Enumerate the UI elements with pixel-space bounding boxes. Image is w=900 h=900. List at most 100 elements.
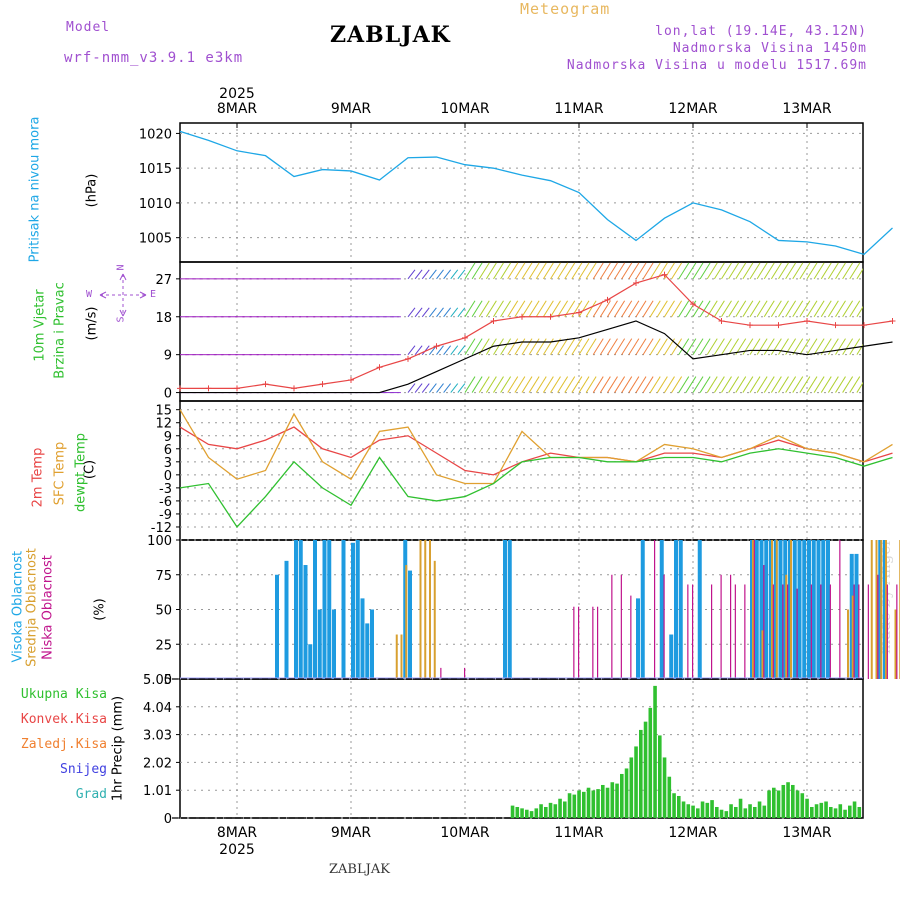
wind-barb bbox=[564, 262, 576, 280]
wind-barb bbox=[770, 262, 782, 280]
wind-barb bbox=[585, 338, 597, 355]
low-cloud-bar bbox=[787, 584, 789, 679]
wind-barb bbox=[607, 262, 618, 280]
precip-bar bbox=[762, 805, 767, 818]
temp-tick-label: 6 bbox=[164, 443, 172, 458]
wind-barb bbox=[514, 338, 526, 355]
precip-tick-label: 2.02 bbox=[143, 756, 172, 771]
wind-barb bbox=[792, 338, 804, 355]
precip-bar bbox=[843, 809, 847, 818]
low-cloud-bar bbox=[839, 540, 841, 679]
mid-cloud-bar bbox=[870, 540, 873, 679]
wind-barb bbox=[485, 262, 497, 280]
wind-barb bbox=[649, 376, 661, 393]
wind-gust-marker bbox=[405, 355, 411, 362]
low-cloud-bar bbox=[711, 584, 713, 679]
wind-barb bbox=[799, 338, 811, 355]
high-cloud-bar bbox=[807, 540, 811, 679]
legend-convective-rain: Konvek.Kisa bbox=[20, 712, 107, 727]
wind-barb bbox=[421, 383, 430, 393]
precip-tick-label: 1.01 bbox=[143, 784, 172, 799]
high-cloud-bar bbox=[778, 540, 783, 679]
precip-bar bbox=[582, 791, 586, 818]
precip-bar bbox=[672, 793, 676, 818]
wind-barb bbox=[742, 376, 754, 393]
wind-gust-marker bbox=[718, 317, 725, 324]
wind-barb bbox=[742, 300, 754, 318]
wind-barb bbox=[799, 262, 811, 280]
wind-barb bbox=[864, 377, 874, 393]
precip-bar bbox=[729, 804, 733, 818]
temp-tick-label: -12 bbox=[151, 521, 172, 536]
wind-barb bbox=[621, 338, 633, 355]
wind-barb bbox=[493, 300, 504, 318]
wind-barb bbox=[820, 376, 832, 393]
wind-barb bbox=[864, 301, 874, 317]
wind-barb bbox=[528, 300, 540, 318]
high-cloud-bar bbox=[669, 634, 674, 679]
precip-bar bbox=[800, 793, 805, 818]
wind-barb bbox=[678, 376, 690, 393]
wind-barb bbox=[770, 338, 782, 355]
high-cloud-bar bbox=[360, 598, 365, 679]
wind-barb bbox=[671, 338, 683, 355]
precip-bar bbox=[591, 790, 596, 818]
wind-barb bbox=[436, 269, 444, 280]
wind-barb bbox=[550, 262, 561, 280]
wind-gust-marker bbox=[262, 381, 269, 388]
high-cloud-bar bbox=[678, 540, 683, 679]
low-cloud-bar bbox=[810, 584, 812, 679]
wind-barb bbox=[464, 300, 476, 318]
high-cloud-bar bbox=[303, 565, 308, 679]
wind-barb bbox=[827, 300, 839, 318]
low-cloud-bar bbox=[772, 584, 774, 679]
temp2m-line bbox=[179, 426, 893, 476]
precip-bar bbox=[662, 757, 667, 818]
wind-barb bbox=[785, 300, 797, 318]
wind-barb bbox=[507, 376, 519, 393]
mid-cloud-bar bbox=[424, 540, 427, 679]
mid-cloud-bar bbox=[400, 634, 403, 679]
wind-barb bbox=[535, 376, 547, 393]
wind-barb bbox=[450, 307, 459, 318]
high-cloud-bar bbox=[355, 540, 360, 679]
wind-gust-marker bbox=[490, 317, 497, 324]
wind-gust-marker bbox=[462, 334, 468, 341]
wind-barb bbox=[542, 262, 554, 280]
wind-barb bbox=[585, 262, 597, 280]
wind-barb bbox=[521, 300, 533, 318]
mid-cloud-bar bbox=[429, 540, 431, 679]
wind-barb bbox=[421, 345, 430, 355]
wind-barb bbox=[721, 262, 732, 280]
wind-barb bbox=[564, 376, 576, 393]
wind-barb bbox=[685, 300, 697, 318]
wind-gust-marker bbox=[433, 343, 440, 350]
mid-cloud-bar bbox=[875, 540, 878, 679]
low-cloud-bar bbox=[896, 584, 898, 679]
low-cloud-bar bbox=[867, 584, 869, 679]
precip-bar bbox=[686, 804, 691, 818]
wind-barb bbox=[621, 300, 633, 318]
precip-bar bbox=[776, 790, 781, 818]
wind-barb bbox=[528, 262, 540, 280]
precip-bar bbox=[819, 802, 824, 818]
wind-barb bbox=[671, 262, 683, 280]
wind-barb bbox=[671, 376, 683, 393]
wind-barb bbox=[778, 262, 789, 280]
wind-barb bbox=[428, 307, 437, 318]
precip-bar bbox=[829, 806, 833, 818]
wind-barb bbox=[457, 383, 466, 393]
wind-barb bbox=[678, 338, 690, 355]
wind-barb bbox=[678, 300, 690, 318]
wind-barb bbox=[592, 376, 604, 393]
altitude-label: Nadmorska Visina 1450m bbox=[672, 41, 867, 56]
wind-barb bbox=[721, 338, 732, 355]
wind-barb bbox=[735, 300, 747, 318]
wind-barb bbox=[664, 376, 675, 393]
low-cloud-bar bbox=[858, 584, 860, 679]
wind-barb bbox=[813, 376, 825, 393]
mid-cloud-bar bbox=[761, 630, 764, 679]
wind-barb bbox=[614, 338, 626, 355]
precip-bar bbox=[601, 784, 605, 818]
low-cloud-bar bbox=[654, 540, 656, 679]
